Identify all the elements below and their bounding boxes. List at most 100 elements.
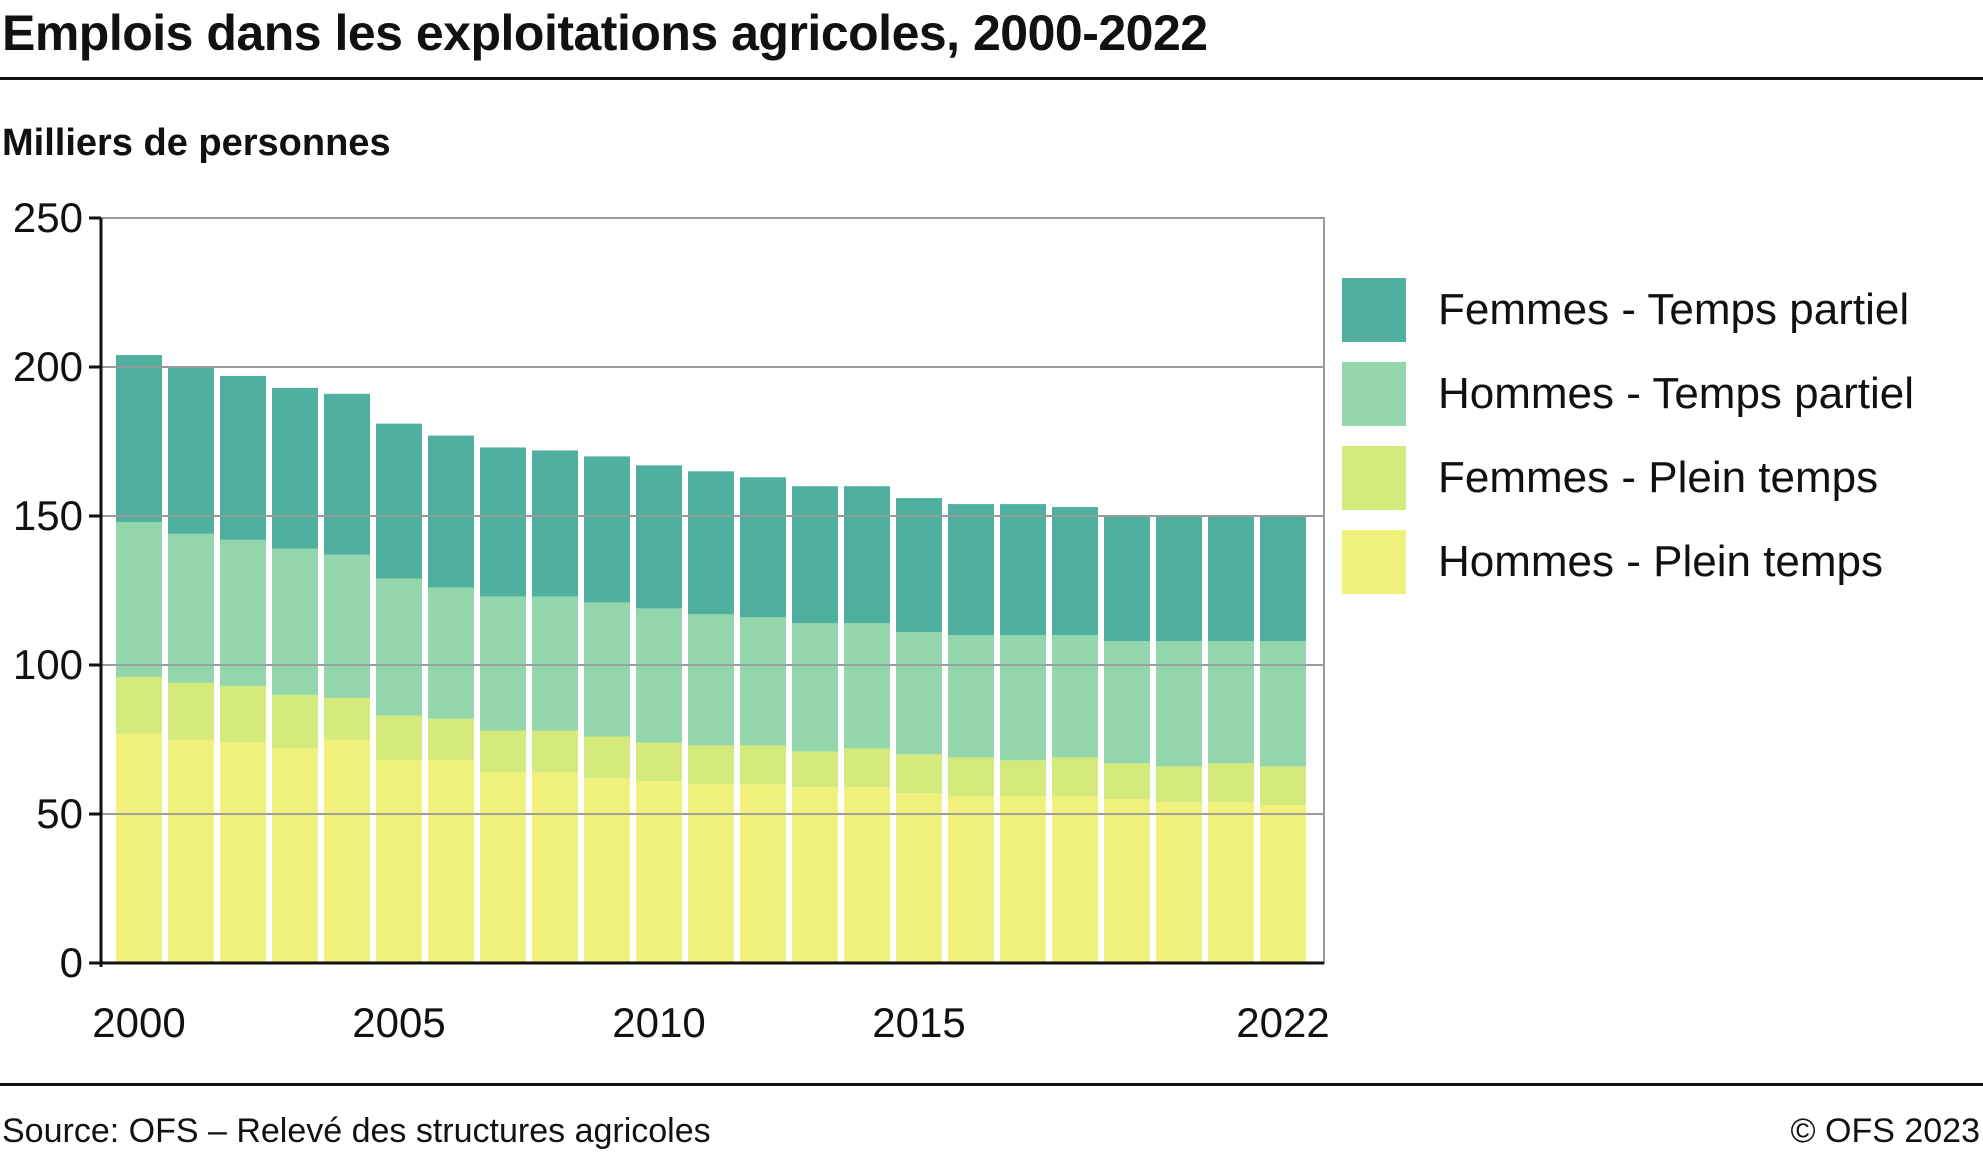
bar-segment: [792, 751, 838, 788]
bar-segment: [1156, 766, 1202, 803]
bar-segment: [116, 355, 162, 522]
y-tick-label: 100: [13, 641, 83, 688]
bar-segment: [1104, 516, 1150, 642]
bar-segment: [1052, 635, 1098, 758]
bar-segment: [324, 739, 370, 963]
bar-segment: [532, 730, 578, 773]
bar-segment: [636, 781, 682, 963]
bar-segment: [844, 486, 890, 624]
bar-segment: [948, 504, 994, 636]
bar-segment: [480, 447, 526, 597]
bar-segment: [636, 608, 682, 743]
bar-segment: [740, 745, 786, 785]
bar-segment: [324, 393, 370, 555]
bar-segment: [636, 465, 682, 609]
bar-segment: [844, 787, 890, 963]
bar-segment: [792, 787, 838, 963]
bar-segment: [272, 548, 318, 695]
bar-segment: [532, 772, 578, 963]
legend: Femmes - Temps partiel Hommes - Temps pa…: [1342, 278, 1914, 614]
bar-segment: [168, 682, 214, 740]
y-tick-label: 0: [60, 939, 83, 986]
y-tick-label: 250: [13, 194, 83, 241]
bar-segment: [1052, 757, 1098, 797]
bar-segment: [428, 760, 474, 963]
bar-segment: [116, 521, 162, 677]
legend-label: Hommes - Temps partiel: [1438, 369, 1914, 418]
bar-segment: [1260, 641, 1306, 767]
y-tick-label: 150: [13, 492, 83, 539]
bar-segment: [428, 587, 474, 719]
bar-segment: [428, 435, 474, 588]
legend-item-hommes-plein-temps: Hommes - Plein temps: [1342, 530, 1914, 594]
y-tick-label: 50: [36, 790, 83, 837]
legend-item-hommes-temps-partiel: Hommes - Temps partiel: [1342, 362, 1914, 426]
bar-segment: [1104, 763, 1150, 800]
bar-segment: [740, 617, 786, 746]
bar-segment: [480, 772, 526, 963]
x-tick-label: 2015: [872, 999, 965, 1046]
bar-segment: [896, 793, 942, 963]
bar-segment: [1260, 516, 1306, 642]
bar-segment: [220, 375, 266, 540]
bar-segment: [584, 736, 630, 779]
legend-item-femmes-temps-partiel: Femmes - Temps partiel: [1342, 278, 1914, 342]
bar-segment: [168, 739, 214, 963]
bar-segment: [740, 784, 786, 963]
bar-segment: [688, 614, 734, 746]
bar-segment: [844, 623, 890, 749]
bar-segment: [792, 486, 838, 624]
y-tick-label: 200: [13, 343, 83, 390]
bar-segment: [532, 596, 578, 731]
bar-segment: [896, 632, 942, 755]
bar-segment: [272, 694, 318, 749]
bar-segment: [584, 456, 630, 603]
bar-segment: [1156, 802, 1202, 963]
bar-segment: [220, 685, 266, 743]
x-tick-label: 2022: [1236, 999, 1329, 1046]
bar-segment: [688, 745, 734, 785]
bar-segment: [896, 498, 942, 633]
source-note: Source: OFS – Relevé des structures agri…: [2, 1112, 711, 1150]
bar-segment: [1052, 796, 1098, 963]
bar-segment: [324, 697, 370, 740]
bar-segment: [1208, 641, 1254, 764]
bar-segment: [688, 471, 734, 615]
top-rule: [0, 77, 1983, 80]
legend-label: Hommes - Plein temps: [1438, 537, 1884, 586]
bar-segment: [948, 635, 994, 758]
bar-segment: [1000, 504, 1046, 636]
bar-segment: [1208, 802, 1254, 963]
bar-segment: [584, 602, 630, 737]
bar-segment: [324, 554, 370, 698]
bar-segment: [116, 733, 162, 963]
legend-swatch: [1342, 278, 1406, 342]
legend-swatch: [1342, 362, 1406, 426]
bar-segment: [1000, 635, 1046, 761]
chart-title: Emplois dans les exploitations agricoles…: [2, 5, 1208, 61]
bar-segment: [1156, 516, 1202, 642]
bar-segment: [376, 578, 422, 716]
bar-segment: [1104, 799, 1150, 963]
x-tick-label: 2005: [352, 999, 445, 1046]
bar-segment: [428, 718, 474, 761]
y-axis-label: Milliers de personnes: [2, 122, 391, 164]
copyright-note: © OFS 2023: [1790, 1112, 1980, 1150]
bar-segment: [1156, 641, 1202, 767]
bar-segment: [636, 742, 682, 782]
legend-swatch: [1342, 446, 1406, 510]
bar-segment: [272, 748, 318, 963]
bar-segment: [1260, 805, 1306, 963]
bar-segment: [896, 754, 942, 794]
bar-segment: [1052, 507, 1098, 636]
bar-segment: [1208, 516, 1254, 642]
bar-segment: [792, 623, 838, 752]
bar-segment: [376, 760, 422, 963]
bar-segment: [116, 676, 162, 734]
legend-label: Femmes - Plein temps: [1438, 453, 1879, 502]
bar-segment: [272, 387, 318, 549]
bar-segment: [844, 748, 890, 788]
bar-segment: [584, 778, 630, 963]
x-tick-label: 2010: [612, 999, 705, 1046]
